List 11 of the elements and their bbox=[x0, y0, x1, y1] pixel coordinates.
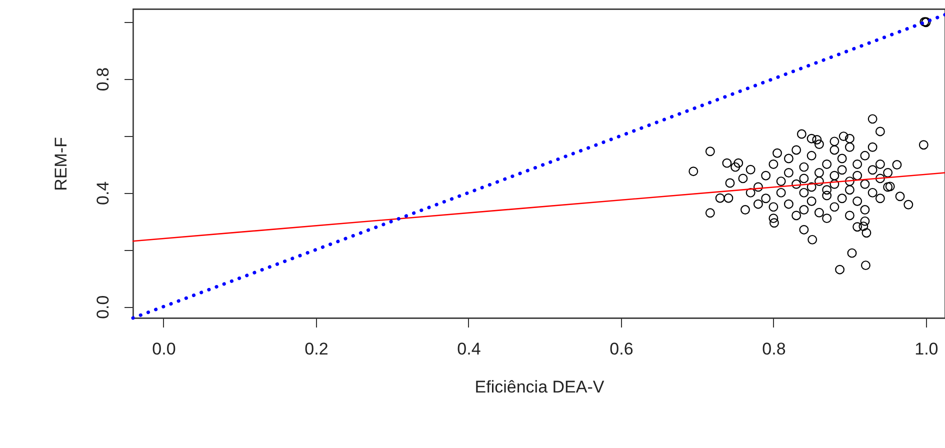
y-axis-title: REM-F bbox=[52, 137, 70, 191]
x-tick-label: 1.0 bbox=[914, 340, 938, 358]
x-tick-label: 0.8 bbox=[762, 340, 786, 358]
y-tick-label: 0.4 bbox=[94, 181, 112, 206]
y-tick-label: 0.0 bbox=[94, 295, 112, 319]
x-tick-label: 0.2 bbox=[304, 340, 328, 358]
y-tick-label: 0.8 bbox=[94, 67, 112, 92]
x-tick-label: 0.4 bbox=[457, 340, 481, 358]
x-axis-title: Eficiência DEA-V bbox=[474, 378, 605, 396]
x-tick-label: 0.0 bbox=[152, 340, 176, 358]
x-tick-label: 0.6 bbox=[610, 340, 634, 358]
